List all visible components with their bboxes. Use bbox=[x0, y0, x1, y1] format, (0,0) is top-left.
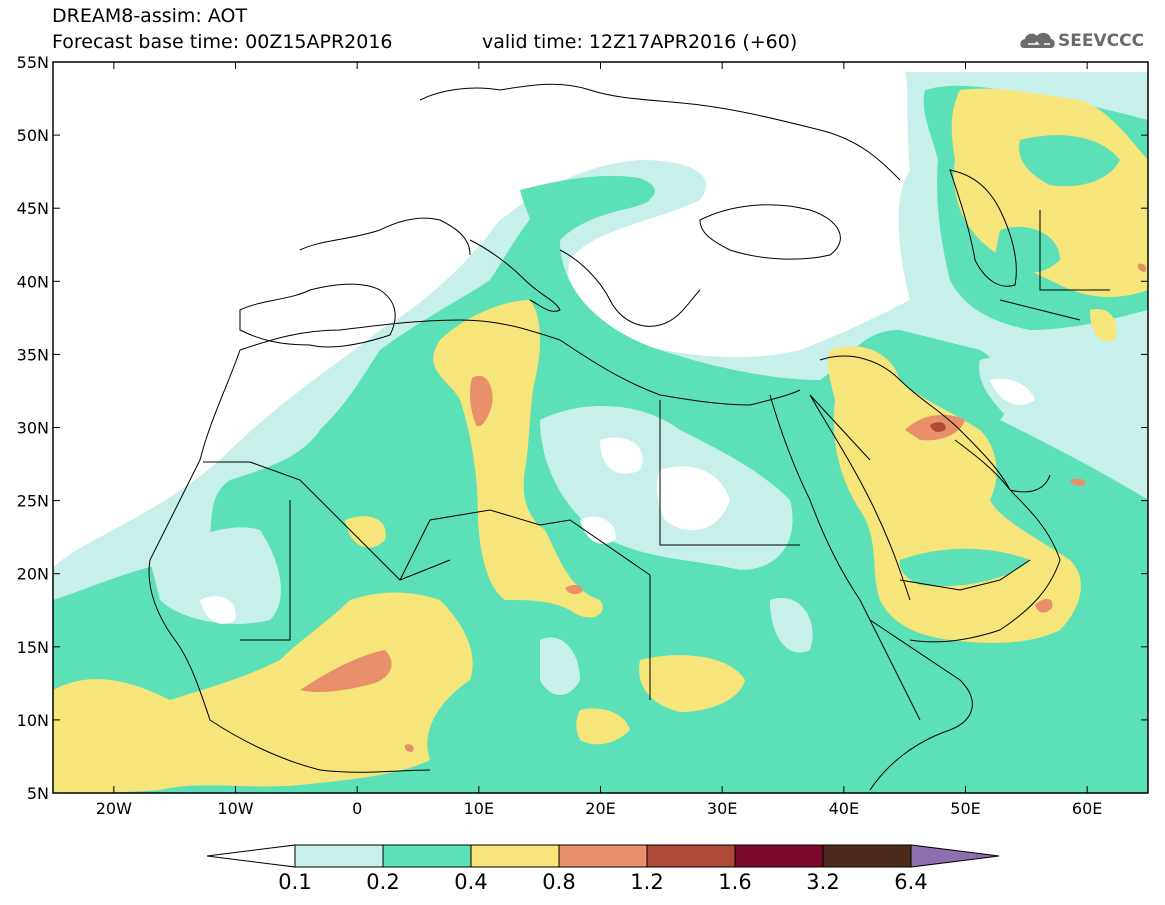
lon-label: 20E bbox=[585, 799, 615, 818]
colorbar-label: 0.4 bbox=[454, 870, 488, 894]
colorbar-swatch bbox=[822, 844, 912, 868]
logo-text: SEEVCCC bbox=[1058, 31, 1145, 51]
colorbar-label: 1.6 bbox=[718, 870, 752, 894]
colorbar-swatch bbox=[470, 844, 560, 868]
lat-label: 45N bbox=[17, 199, 49, 218]
colorbar-label: 0.2 bbox=[366, 870, 400, 894]
lon-label: 40E bbox=[829, 799, 859, 818]
colorbar-swatch bbox=[646, 844, 736, 868]
lat-label: 50N bbox=[17, 126, 49, 145]
colorbar-swatch bbox=[558, 844, 648, 868]
lon-label: 60E bbox=[1072, 799, 1102, 818]
cloud-logo-icon bbox=[1020, 32, 1055, 48]
colorbar-swatch bbox=[734, 844, 824, 868]
colorbar-label: 1.2 bbox=[630, 870, 664, 894]
lon-label: 20W bbox=[96, 799, 132, 818]
colorbar-label: 0.1 bbox=[278, 870, 312, 894]
lat-label: 55N bbox=[17, 53, 49, 72]
colorbar-swatch bbox=[382, 844, 472, 868]
aot-contour-white-patches bbox=[200, 378, 1035, 624]
lat-label: 10N bbox=[17, 711, 49, 730]
map-title: DREAM8-assim: AOT bbox=[52, 5, 248, 27]
lat-label: 30N bbox=[17, 419, 49, 438]
aot-contour-1-2 bbox=[930, 422, 946, 433]
lon-label: 0 bbox=[352, 799, 362, 818]
colorbar-label: 0.8 bbox=[542, 870, 576, 894]
coastlines bbox=[148, 83, 1110, 791]
lat-label: 40N bbox=[17, 272, 49, 291]
colorbar-under-triangle bbox=[206, 844, 296, 868]
lat-label: 20N bbox=[17, 565, 49, 584]
colorbar-swatch bbox=[294, 844, 384, 868]
lon-label: 10W bbox=[217, 799, 253, 818]
lon-label: 50E bbox=[950, 799, 980, 818]
forecast-base-time: Forecast base time: 00Z15APR2016 bbox=[52, 31, 393, 53]
lon-label: 30E bbox=[707, 799, 737, 818]
lat-label: 15N bbox=[17, 638, 49, 657]
lat-label: 25N bbox=[17, 492, 49, 511]
colorbar-label: 6.4 bbox=[894, 870, 928, 894]
lat-label: 5N bbox=[27, 784, 49, 803]
lon-label: 10E bbox=[464, 799, 494, 818]
colorbar bbox=[206, 844, 1000, 868]
valid-time: valid time: 12Z17APR2016 (+60) bbox=[482, 31, 798, 53]
lat-label: 35N bbox=[17, 345, 49, 364]
colorbar-over-triangle bbox=[910, 844, 1000, 868]
colorbar-label: 3.2 bbox=[806, 870, 840, 894]
